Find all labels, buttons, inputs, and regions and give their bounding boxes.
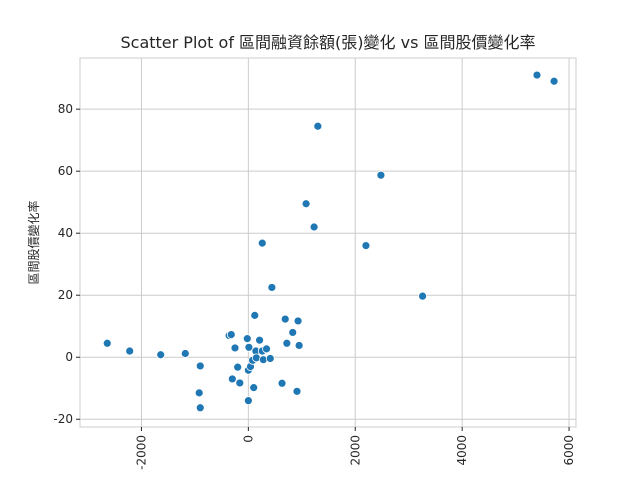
data-point-0 (102, 338, 112, 348)
y-tick-label: -20 (53, 412, 73, 426)
data-point-39 (313, 121, 323, 131)
data-point-30 (277, 378, 287, 388)
x-tick-label: 4000 (455, 435, 469, 466)
data-point-9 (230, 343, 240, 353)
data-point-41 (376, 170, 386, 180)
data-point-40 (361, 241, 371, 251)
data-point-10 (227, 374, 237, 384)
y-tick-label: 40 (58, 226, 73, 240)
data-point-14 (244, 342, 254, 352)
data-point-8 (226, 330, 236, 339)
data-point-31 (280, 314, 290, 324)
points-layer (102, 70, 559, 413)
data-point-38 (309, 222, 319, 232)
data-point-42 (418, 291, 428, 301)
data-point-12 (235, 378, 245, 388)
y-tick-label: 20 (58, 288, 73, 302)
data-point-2 (156, 350, 166, 360)
data-point-29 (267, 283, 277, 292)
data-point-4 (195, 361, 205, 371)
y-tick-label: 0 (65, 350, 73, 364)
data-point-35 (294, 341, 304, 350)
data-point-44 (549, 76, 559, 86)
data-point-33 (288, 328, 298, 337)
y-axis-label: 區間股價變化率 (26, 200, 41, 284)
y-tick-label: 60 (58, 164, 73, 178)
data-point-23 (255, 335, 264, 345)
chart-title: Scatter Plot of 區間融資餘額(張)變化 vs 區間股價變化率 (120, 33, 535, 52)
data-point-6 (195, 403, 205, 413)
data-point-13 (242, 334, 252, 344)
data-point-27 (265, 354, 275, 363)
data-point-19 (250, 310, 260, 320)
data-point-28 (257, 238, 267, 248)
data-point-26 (262, 344, 271, 354)
ticks-layer: -2000 0 2000 4000 6000 -20 0 20 40 60 80 (53, 102, 576, 470)
grid-layer (80, 58, 576, 427)
data-point-22 (249, 383, 259, 393)
plot-frame (79, 57, 577, 428)
data-point-11 (233, 362, 243, 372)
x-tick-label: 2000 (348, 435, 362, 466)
data-point-1 (125, 346, 135, 356)
data-point-3 (180, 349, 190, 358)
data-point-43 (532, 70, 542, 80)
y-tick-label: 80 (58, 102, 73, 116)
data-point-37 (301, 199, 311, 209)
data-point-34 (293, 316, 303, 326)
data-point-17 (243, 396, 253, 406)
data-point-32 (282, 338, 292, 348)
data-point-5 (194, 388, 204, 398)
x-tick-label: 0 (241, 435, 255, 443)
x-tick-label: -2000 (134, 435, 148, 470)
x-tick-label: 6000 (562, 435, 576, 466)
data-point-36 (292, 386, 302, 396)
